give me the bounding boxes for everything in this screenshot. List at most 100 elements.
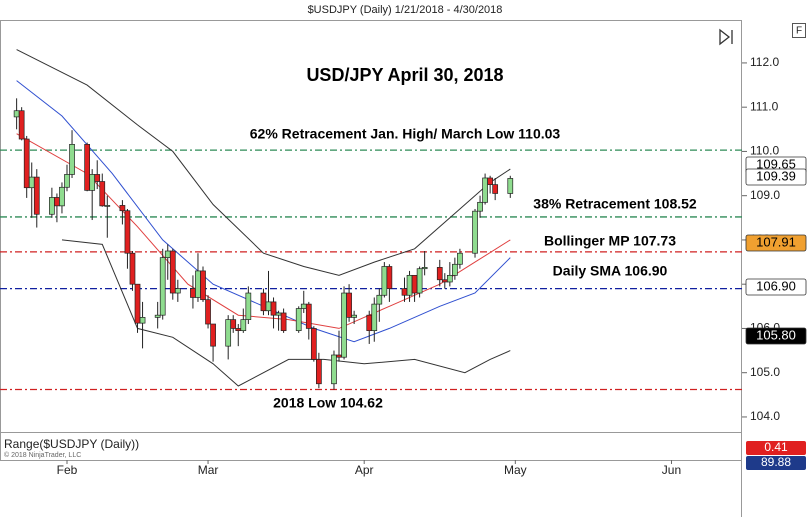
candle-body [28, 176, 35, 189]
y-tick-label: 105.0 [750, 365, 780, 379]
candle-body [154, 314, 161, 318]
candle-body [104, 205, 111, 207]
candle-body [381, 266, 388, 296]
price-marker-label: 109.39 [756, 168, 796, 183]
y-tick-label: 104.0 [750, 409, 780, 423]
candle-body [18, 110, 25, 140]
candle-body [84, 144, 90, 191]
candle-body [386, 266, 393, 289]
candle-body [89, 174, 96, 191]
price-marker [745, 168, 807, 186]
f-button-label[interactable]: F [796, 26, 802, 37]
candle-body [275, 312, 282, 316]
price-marker-label: 107.91 [756, 234, 796, 249]
indicator-line [16, 80, 511, 343]
candle-body [316, 359, 322, 385]
candle-body [164, 250, 171, 258]
candle-body [119, 205, 126, 212]
candle-body [245, 292, 252, 320]
x-tick-label: Apr [355, 463, 374, 477]
x-tick-label: Feb [57, 463, 78, 477]
level-label: 2018 Low 104.62 [273, 395, 383, 411]
candle-body [23, 138, 30, 189]
candle-body [174, 288, 181, 294]
candle-body [230, 319, 237, 329]
candle-body [49, 197, 55, 215]
candle-body [280, 312, 287, 332]
candle-body [346, 292, 352, 318]
candle-body [134, 283, 141, 324]
candle-body [487, 177, 493, 185]
y-tick-label: 111.0 [750, 99, 779, 113]
candle-body [59, 186, 65, 207]
level-label: 38% Retracement 108.52 [533, 196, 697, 212]
candle-body [260, 292, 267, 312]
indicator-marker-label: 0.41 [764, 440, 788, 454]
candle-body [507, 178, 514, 194]
indicator-marker [746, 441, 806, 455]
candle-body [240, 319, 247, 332]
window-title: $USDJPY (Daily) 1/21/2018 - 4/30/2018 [308, 4, 503, 16]
candle-body [406, 274, 413, 296]
candle-body [265, 301, 272, 312]
candle-body [129, 252, 136, 285]
candle-body [441, 279, 448, 283]
candle-body [351, 314, 357, 318]
candle-body [331, 354, 337, 385]
candle-body [452, 263, 458, 276]
candle-body [69, 144, 75, 175]
candle-body [210, 323, 216, 347]
price-marker [745, 327, 807, 345]
indicator-marker-label: 89.88 [761, 455, 791, 469]
level-label: Bollinger MP 107.73 [544, 233, 676, 249]
candle-body [195, 270, 201, 298]
candle-body [99, 181, 106, 207]
price-marker-label: 109.65 [756, 156, 796, 171]
candle-body [94, 174, 101, 182]
y-tick-label: 109.0 [750, 188, 780, 202]
candle-body [190, 288, 196, 298]
candle-body [205, 299, 211, 325]
candle-body [13, 110, 20, 118]
candle-body [421, 267, 428, 270]
x-tick-label: Mar [198, 463, 219, 477]
candle-body [371, 303, 378, 332]
candle-body [270, 301, 277, 316]
candle-body [235, 328, 242, 332]
candle-body [436, 267, 443, 281]
candle-body [411, 274, 418, 294]
level-label: 62% Retracement Jan. High/ March Low 110… [250, 126, 561, 142]
candle-body [457, 252, 463, 265]
candle-body [416, 268, 423, 294]
candle-body [472, 210, 478, 254]
candle-body [482, 177, 488, 203]
candle-body [64, 174, 70, 188]
candle-body [295, 308, 302, 332]
candle-body [139, 317, 146, 324]
candle-body [169, 250, 176, 294]
copyright: © 2018 NinjaTrader, LLC [4, 451, 81, 459]
scroll-end-icon[interactable] [719, 28, 733, 46]
indicator-line [16, 49, 511, 276]
candle-body [33, 176, 40, 215]
y-tick-label: 112.0 [750, 55, 779, 69]
indicator-label: Range($USDJPY (Daily)) [4, 437, 139, 451]
level-label: Daily SMA 106.90 [553, 263, 668, 279]
indicator-marker [746, 456, 806, 470]
candle-body [376, 294, 383, 305]
candle-body [477, 201, 483, 212]
f-button[interactable] [792, 23, 806, 38]
price-marker [745, 234, 807, 252]
candle-body [336, 354, 342, 358]
price-marker-label: 105.80 [756, 327, 796, 342]
candle-body [54, 197, 60, 207]
candle-body [159, 257, 166, 316]
candle-body [200, 270, 206, 301]
candle-body [124, 210, 131, 254]
candle-body [225, 319, 232, 347]
candle-body [310, 328, 317, 360]
chart-title: USD/JPY April 30, 2018 [306, 65, 503, 85]
candle-body [366, 314, 373, 332]
y-tick-label: 110.0 [750, 144, 779, 158]
